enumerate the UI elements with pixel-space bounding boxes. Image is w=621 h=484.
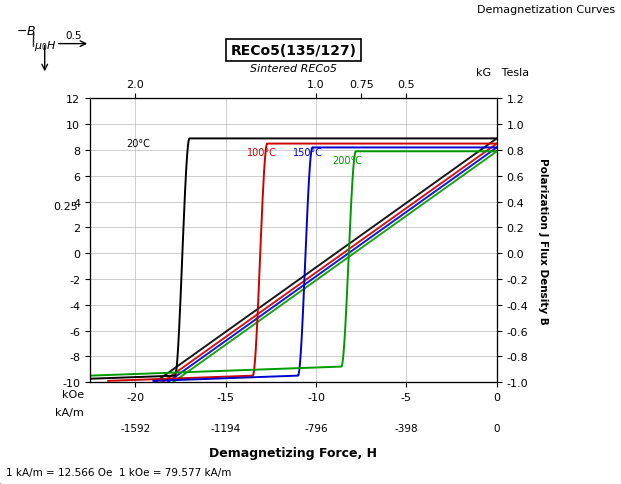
Text: 0.5: 0.5 xyxy=(65,30,81,41)
Text: 0: 0 xyxy=(494,424,500,434)
Text: 0.25: 0.25 xyxy=(53,202,78,212)
Text: -1592: -1592 xyxy=(120,424,150,434)
Text: -398: -398 xyxy=(394,424,418,434)
Text: Sintered RECo5: Sintered RECo5 xyxy=(250,64,337,74)
Text: kA/m: kA/m xyxy=(55,408,84,417)
Text: Demagnetization Curves: Demagnetization Curves xyxy=(477,5,615,15)
Text: RECo5(135/127): RECo5(135/127) xyxy=(230,44,356,58)
Text: -796: -796 xyxy=(304,424,328,434)
Text: 200°C: 200°C xyxy=(332,155,362,166)
Text: $\mu_0H$: $\mu_0H$ xyxy=(34,39,57,53)
Text: 20°C: 20°C xyxy=(126,139,150,149)
Text: $-B$: $-B$ xyxy=(16,25,36,38)
Text: 100°C: 100°C xyxy=(247,148,277,158)
Text: 150°C: 150°C xyxy=(292,148,322,158)
Text: 1 kA/m = 12.566 Oe  1 kOe = 79.577 kA/m: 1 kA/m = 12.566 Oe 1 kOe = 79.577 kA/m xyxy=(6,467,232,477)
Y-axis label: Polarization J Flux Density B: Polarization J Flux Density B xyxy=(538,158,548,324)
Text: kG   Tesla: kG Tesla xyxy=(476,67,530,77)
Text: Demagnetizing Force, H: Demagnetizing Force, H xyxy=(209,446,378,459)
Text: -1194: -1194 xyxy=(211,424,241,434)
Text: /: / xyxy=(30,33,39,49)
Text: kOe: kOe xyxy=(61,390,84,399)
